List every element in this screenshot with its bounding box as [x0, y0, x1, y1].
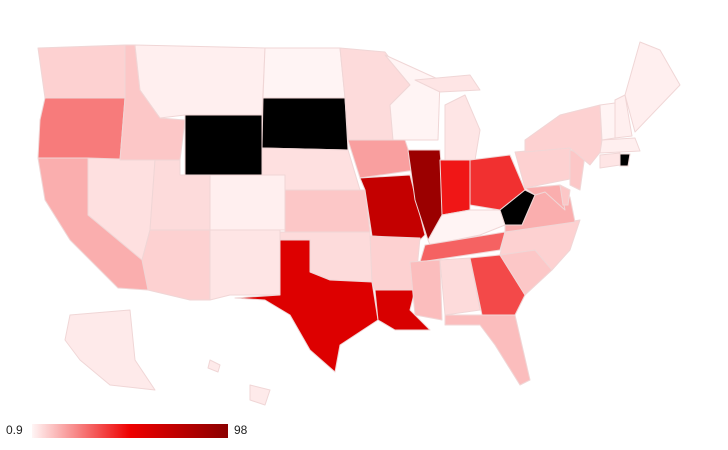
legend-max-label: 98 — [234, 423, 248, 437]
region — [499, 189, 536, 226]
region — [234, 239, 379, 373]
region — [524, 184, 566, 211]
legend: 0.9 98 — [6, 423, 248, 438]
legend-scale — [32, 424, 228, 438]
region — [262, 47, 346, 99]
region — [134, 44, 266, 119]
region — [444, 314, 531, 386]
region — [624, 41, 681, 133]
legend-min-label: 0.9 — [6, 423, 23, 437]
region — [469, 254, 526, 316]
region — [347, 139, 416, 179]
region — [499, 219, 581, 271]
region — [419, 231, 506, 263]
region — [209, 229, 281, 301]
region — [514, 146, 576, 189]
region — [599, 102, 616, 141]
region — [64, 309, 156, 391]
region — [141, 229, 211, 301]
region — [209, 174, 286, 231]
region — [261, 97, 349, 151]
region — [439, 257, 481, 316]
region — [207, 359, 271, 406]
region — [614, 94, 633, 139]
region — [37, 97, 126, 161]
region — [414, 74, 481, 161]
region — [524, 104, 603, 166]
region — [599, 137, 641, 154]
region — [184, 114, 263, 176]
region — [439, 159, 471, 216]
region — [284, 189, 371, 233]
region — [619, 153, 631, 167]
region — [559, 184, 571, 206]
region — [37, 44, 126, 99]
region — [409, 259, 443, 321]
regions — [37, 41, 681, 406]
region — [599, 152, 621, 169]
